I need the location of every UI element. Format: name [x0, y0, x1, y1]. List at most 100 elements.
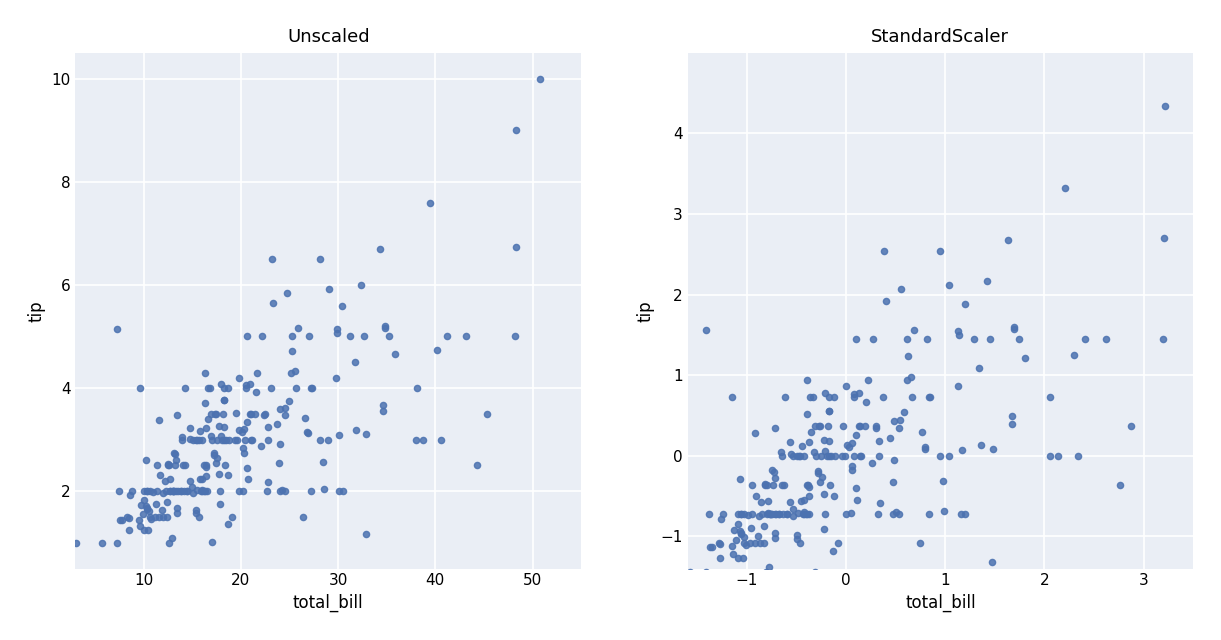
Point [863, 334, 883, 344]
Point [132, 500, 151, 510]
Point [178, 486, 198, 496]
Point [134, 495, 154, 505]
Point [711, 540, 730, 550]
Point [129, 383, 149, 393]
Point [137, 455, 156, 465]
Point [734, 532, 753, 542]
Point [791, 538, 811, 548]
Point [772, 451, 791, 461]
Point [846, 334, 866, 344]
Point [275, 486, 294, 496]
Point [852, 451, 872, 461]
Point [293, 512, 313, 522]
Point [374, 399, 393, 410]
Point [375, 321, 394, 332]
Point [233, 486, 253, 496]
Point [248, 367, 267, 378]
Point [1076, 334, 1095, 344]
Point [916, 444, 935, 454]
Point [256, 486, 276, 496]
Point [890, 415, 910, 425]
Point [1068, 451, 1088, 461]
Point [1155, 100, 1175, 111]
Point [154, 488, 173, 498]
Point [956, 509, 976, 519]
Point [836, 440, 856, 451]
Point [761, 509, 780, 519]
Point [866, 422, 885, 433]
Point [137, 504, 156, 514]
Point [842, 465, 862, 476]
Point [145, 499, 165, 509]
Point [298, 428, 317, 438]
Point [252, 441, 271, 451]
Point [159, 460, 178, 470]
Point [206, 458, 226, 468]
Point [189, 435, 209, 445]
Point [385, 348, 404, 358]
Point [270, 458, 289, 468]
Point [187, 508, 206, 518]
Point [137, 486, 156, 496]
Point [766, 473, 785, 483]
Point [745, 538, 764, 548]
Point [740, 538, 759, 548]
Point [930, 246, 950, 257]
Point [772, 447, 791, 457]
Point [778, 509, 797, 519]
Point [750, 538, 769, 548]
Point [206, 435, 226, 445]
Point [344, 357, 364, 367]
Point [261, 254, 281, 264]
Point [761, 509, 780, 519]
Point [814, 524, 834, 534]
Point [794, 451, 813, 461]
Point [901, 372, 921, 383]
Point [1002, 419, 1022, 429]
Point [468, 460, 487, 470]
Point [270, 486, 289, 496]
Point [190, 474, 210, 484]
Point [980, 334, 1000, 344]
Point [162, 532, 182, 543]
Point [148, 486, 167, 496]
Point [797, 480, 817, 490]
Point [219, 383, 238, 393]
Point [711, 552, 730, 563]
Point [977, 275, 996, 285]
Point [420, 198, 440, 209]
Point [789, 508, 808, 518]
Point [107, 324, 127, 334]
Point [792, 441, 812, 451]
Point [835, 451, 855, 461]
Point [167, 502, 187, 513]
Point [117, 512, 137, 522]
Point [873, 392, 893, 403]
Point [869, 451, 889, 461]
Point [245, 409, 265, 419]
Point [427, 346, 447, 356]
Point [650, 567, 669, 577]
X-axis label: total_bill: total_bill [293, 594, 364, 612]
Point [167, 410, 187, 420]
Point [762, 509, 781, 519]
Point [883, 477, 902, 487]
Point [742, 509, 762, 519]
Point [271, 404, 291, 414]
Point [282, 368, 302, 378]
Point [799, 492, 818, 502]
Point [206, 409, 226, 419]
Point [192, 435, 211, 445]
Point [884, 455, 904, 465]
Point [789, 451, 808, 461]
Point [880, 433, 900, 443]
Point [158, 497, 177, 507]
Point [983, 444, 1002, 454]
Point [232, 427, 252, 437]
Point [341, 332, 360, 342]
Point [713, 509, 733, 519]
Point [192, 484, 211, 495]
Point [739, 510, 758, 520]
Point [234, 424, 254, 434]
Point [759, 561, 779, 572]
